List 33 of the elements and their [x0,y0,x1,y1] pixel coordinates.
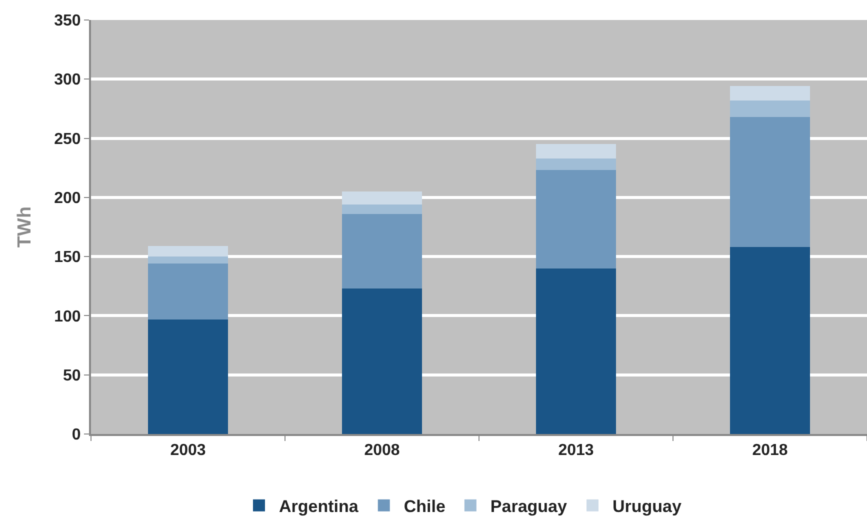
bar [148,246,228,257]
y-tick-label: 100 [54,308,81,326]
x-tick-label: 2018 [752,442,788,460]
legend-label: Paraguay [490,497,568,516]
y-tick-label: 300 [54,72,81,89]
bar [342,192,422,205]
y-tick-label: 250 [54,130,81,148]
bar [730,116,810,248]
y-tick-label: 150 [54,249,81,266]
bar [730,247,810,434]
bar [342,288,422,434]
y-tick-label: 350 [54,12,81,30]
bar [148,319,228,434]
legend-label: Argentina [278,497,359,516]
x-tick-label: 2008 [364,442,400,460]
bar [730,100,810,117]
y-tick-label: 50 [63,367,81,384]
bar [730,86,810,100]
bar [536,268,616,434]
bar [148,264,228,320]
x-tick-label: 2013 [558,442,594,460]
x-tick-label: 2003 [170,442,206,460]
legend-label: Uruguay [612,497,682,516]
bar [536,158,616,170]
y-axis-title: TWh [14,206,36,248]
bar [342,214,422,289]
bar [148,256,228,264]
y-tick-label: 200 [54,190,81,208]
y-tick-label: 0 [72,426,81,444]
bar [536,144,616,158]
bar [536,170,616,268]
bar [342,204,422,214]
legend-label: Chile [404,497,446,516]
